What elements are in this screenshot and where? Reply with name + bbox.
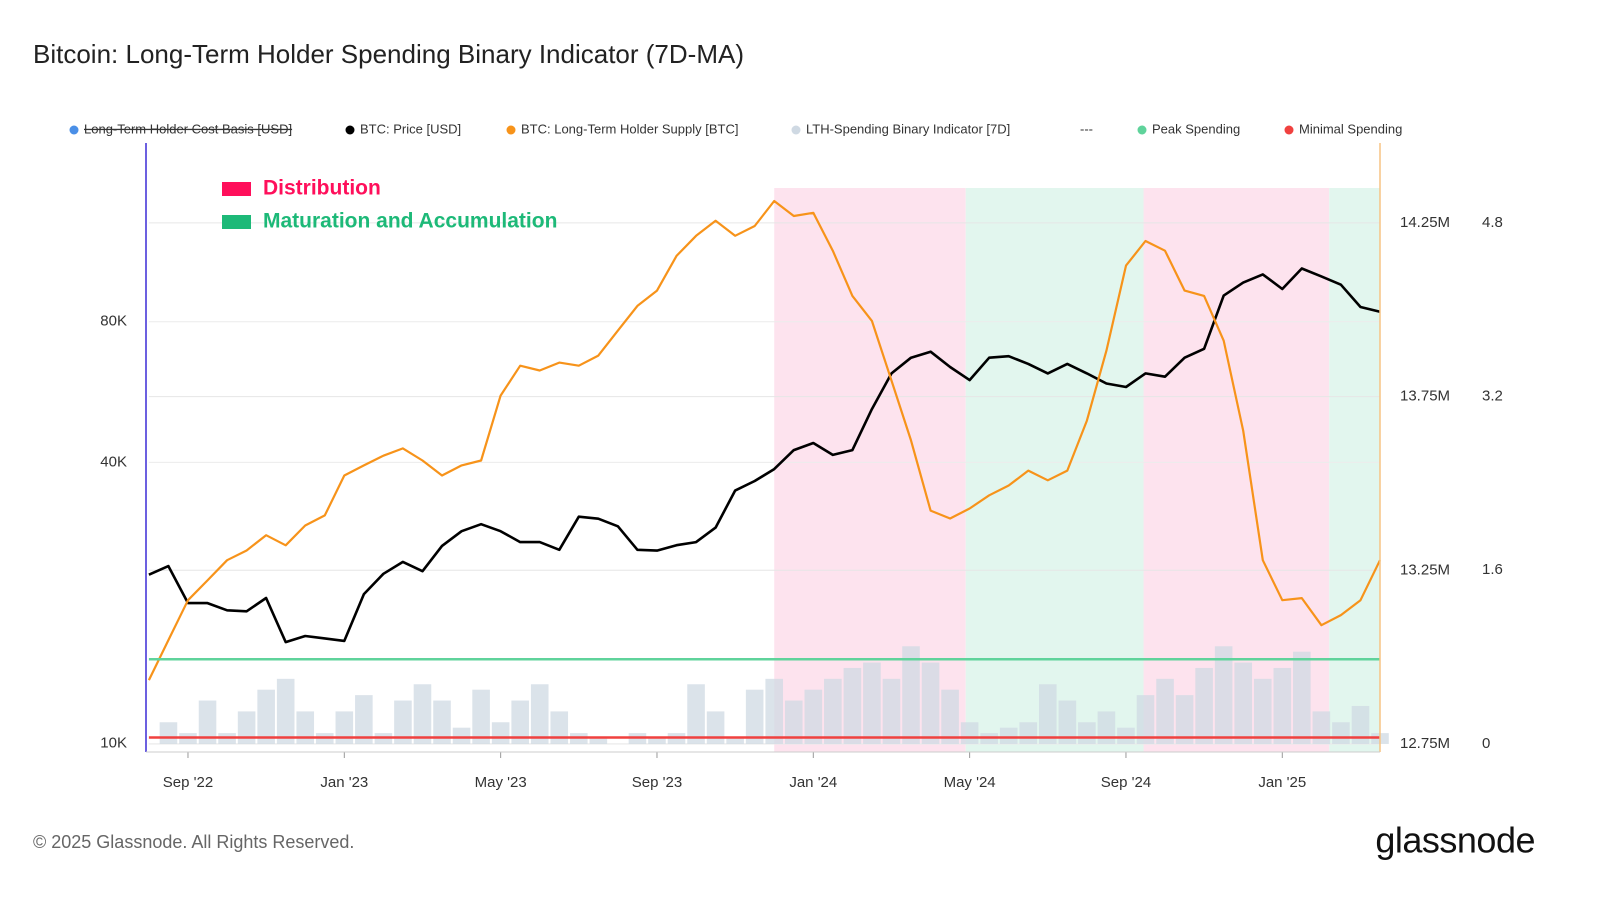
- legend-dot: [506, 125, 516, 135]
- legend-dot: [1284, 125, 1294, 135]
- indicator-bar: [1136, 695, 1155, 744]
- indicator-bar: [159, 722, 178, 744]
- indicator-bar: [237, 711, 256, 744]
- indicator-bar: [1234, 662, 1253, 744]
- indicator-bar: [921, 662, 940, 744]
- indicator-bar: [1214, 646, 1233, 744]
- indicator-bar: [413, 684, 432, 744]
- legend-label[interactable]: Long-Term Holder Cost Basis [USD]: [84, 121, 292, 136]
- indicator-bar: [1312, 711, 1331, 744]
- legend-dot: [69, 125, 79, 135]
- indicator-bar: [1175, 695, 1194, 744]
- indicator-bar: [902, 646, 920, 744]
- y-tick-label: 40K: [100, 453, 127, 470]
- series-line: [147, 199, 1381, 681]
- indicator-bar: [960, 722, 979, 744]
- legend-label[interactable]: BTC: Price [USD]: [360, 121, 461, 136]
- y2-tick-label: 13.75M: [1400, 388, 1450, 405]
- legend-label[interactable]: Peak Spending: [1152, 121, 1240, 136]
- logo: glassnode: [1375, 820, 1535, 861]
- indicator-bar: [784, 700, 803, 744]
- zone-legend-swatch: [222, 182, 251, 196]
- legend-label[interactable]: BTC: Long-Term Holder Supply [BTC]: [521, 121, 738, 136]
- indicator-bar: [1273, 667, 1292, 744]
- x-tick-label: Sep '24: [1101, 774, 1151, 791]
- copyright: © 2025 Glassnode. All Rights Reserved.: [33, 832, 354, 852]
- indicator-bar: [1078, 722, 1096, 744]
- indicator-bar: [765, 678, 784, 744]
- indicator-bar: [648, 738, 666, 744]
- indicator-bar: [1332, 722, 1350, 744]
- indicator-bar: [394, 700, 412, 744]
- indicator-bar: [941, 689, 959, 744]
- x-tick-label: May '24: [944, 774, 996, 791]
- x-tick-label: Jan '25: [1258, 774, 1306, 791]
- x-tick-label: Sep '22: [163, 774, 213, 791]
- indicator-bar: [296, 711, 315, 744]
- x-tick-label: Jan '23: [320, 774, 368, 791]
- indicator-bar: [824, 678, 842, 744]
- chart-title: Bitcoin: Long-Term Holder Spending Binar…: [33, 39, 744, 69]
- y2-tick-label: 12.75M: [1400, 735, 1450, 752]
- legend-label: ---: [1080, 121, 1093, 136]
- indicator-bar: [452, 727, 471, 744]
- indicator-bar: [198, 700, 217, 744]
- indicator-bar: [1156, 678, 1174, 744]
- x-tick-label: Sep '23: [632, 774, 682, 791]
- y3-tick-label: 1.6: [1482, 561, 1503, 578]
- indicator-bar: [999, 727, 1018, 744]
- legend-dot: [345, 125, 355, 135]
- zone-legend-label: Distribution: [263, 177, 381, 200]
- y3-tick-label: 4.8: [1482, 214, 1503, 231]
- y2-tick-label: 14.25M: [1400, 214, 1450, 231]
- indicator-bar: [1293, 651, 1311, 744]
- series-line: [148, 267, 1381, 644]
- legend-dot: [1137, 125, 1147, 135]
- indicator-bar: [706, 711, 725, 744]
- indicator-bar: [1039, 684, 1057, 744]
- indicator-bar: [257, 689, 275, 744]
- y-tick-label: 80K: [100, 313, 127, 330]
- indicator-bar: [687, 684, 705, 744]
- indicator-bar: [550, 711, 569, 744]
- indicator-bar: [355, 695, 373, 744]
- indicator-bar: [511, 700, 529, 744]
- indicator-bar: [276, 678, 295, 744]
- legend-dot: [791, 125, 801, 135]
- zone-legend-label: Maturation and Accumulation: [263, 210, 557, 233]
- indicator-bar: [1019, 722, 1038, 744]
- indicator-bar: [1097, 711, 1116, 744]
- indicator-bar: [863, 662, 881, 744]
- indicator-bar: [882, 678, 901, 744]
- y3-tick-label: 0: [1482, 735, 1490, 752]
- indicator-bar: [1253, 678, 1272, 744]
- y2-tick-label: 13.25M: [1400, 561, 1450, 578]
- legend-label[interactable]: Minimal Spending: [1299, 121, 1402, 136]
- indicator-bar: [530, 684, 549, 744]
- indicator-bar: [1351, 705, 1370, 744]
- indicator-bar: [589, 738, 608, 744]
- indicator-bar: [1117, 727, 1135, 744]
- x-tick-label: Jan '24: [789, 774, 837, 791]
- indicator-bar: [433, 700, 451, 744]
- indicator-bar: [843, 667, 862, 744]
- legend-label[interactable]: LTH-Spending Binary Indicator [7D]: [806, 121, 1010, 136]
- zone-band: [1329, 188, 1380, 752]
- indicator-bar: [335, 711, 354, 744]
- indicator-bar: [804, 689, 823, 744]
- zone-legend-swatch: [222, 215, 251, 229]
- zone-band: [965, 188, 1144, 752]
- indicator-bar: [745, 689, 764, 744]
- indicator-bar: [726, 738, 744, 744]
- indicator-bar: [472, 689, 490, 744]
- zone-band: [774, 188, 966, 752]
- y3-tick-label: 3.2: [1482, 388, 1503, 405]
- indicator-bar: [491, 722, 510, 744]
- indicator-bar: [1195, 667, 1213, 744]
- x-tick-label: May '23: [475, 774, 527, 791]
- y-tick-label: 10K: [100, 735, 127, 752]
- indicator-bar: [1058, 700, 1077, 744]
